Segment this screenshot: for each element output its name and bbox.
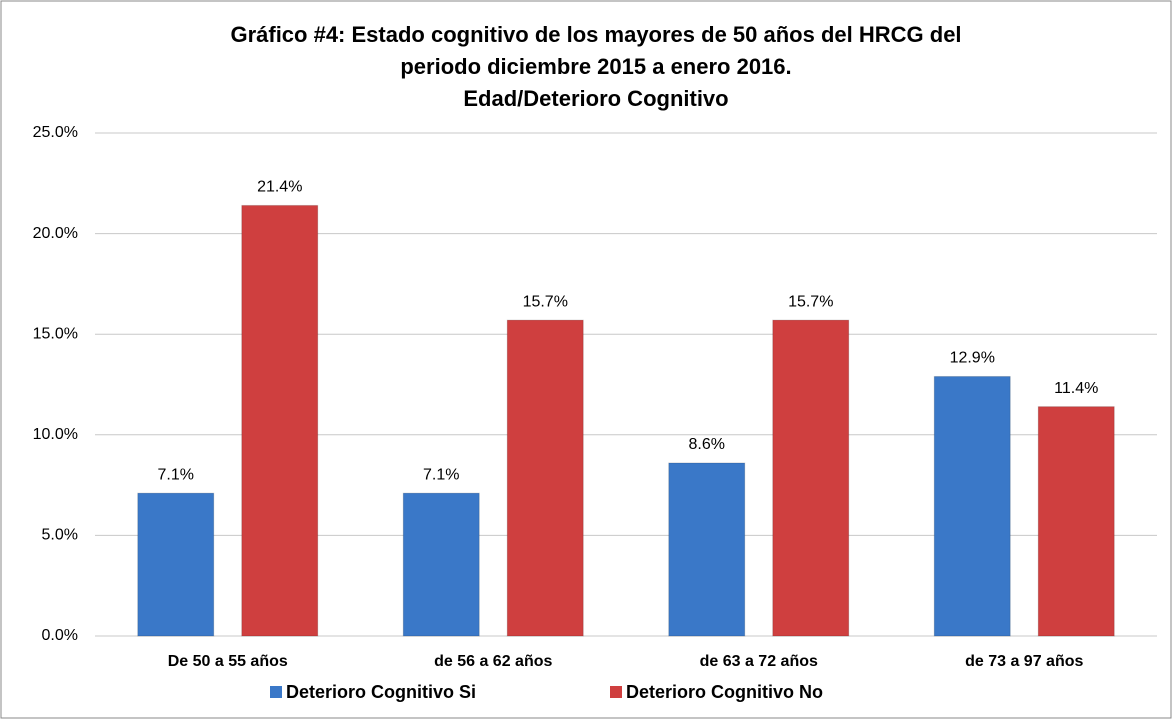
bar	[241, 204, 319, 637]
data-label: 11.4%	[1054, 380, 1098, 397]
legend-label: Deterioro Cognitivo No	[626, 682, 823, 702]
x-tick-label: de 73 a 97 años	[965, 653, 1083, 670]
data-label: 12.9%	[950, 350, 995, 367]
data-label: 7.1%	[158, 466, 194, 483]
chart-title: periodo diciembre 2015 a enero 2016.	[400, 54, 791, 79]
y-tick-label: 25.0%	[33, 124, 78, 141]
bar	[402, 492, 480, 637]
chart-title: Edad/Deterioro Cognitivo	[463, 86, 728, 111]
bar	[933, 375, 1011, 637]
y-tick-label: 5.0%	[42, 527, 78, 544]
y-tick-label: 15.0%	[33, 325, 78, 342]
x-tick-label: de 56 a 62 años	[434, 653, 552, 670]
bar	[506, 319, 584, 637]
data-label: 21.4%	[257, 179, 302, 196]
y-tick-label: 20.0%	[33, 225, 78, 242]
legend-swatch	[270, 686, 282, 698]
data-label: 15.7%	[523, 293, 568, 310]
bar	[772, 319, 850, 637]
x-tick-label: de 63 a 72 años	[700, 653, 818, 670]
data-label: 7.1%	[423, 466, 459, 483]
data-label: 8.6%	[689, 436, 725, 453]
bar	[668, 462, 746, 637]
y-tick-label: 0.0%	[42, 627, 78, 644]
chart-title: Gráfico #4: Estado cognitivo de los mayo…	[230, 22, 961, 47]
legend-swatch	[610, 686, 622, 698]
legend-label: Deterioro Cognitivo Si	[286, 682, 476, 702]
y-tick-label: 10.0%	[33, 426, 78, 443]
data-label: 15.7%	[788, 293, 833, 310]
bar	[1037, 406, 1115, 637]
bar	[137, 492, 215, 637]
x-tick-label: De 50 a 55 años	[168, 653, 288, 670]
